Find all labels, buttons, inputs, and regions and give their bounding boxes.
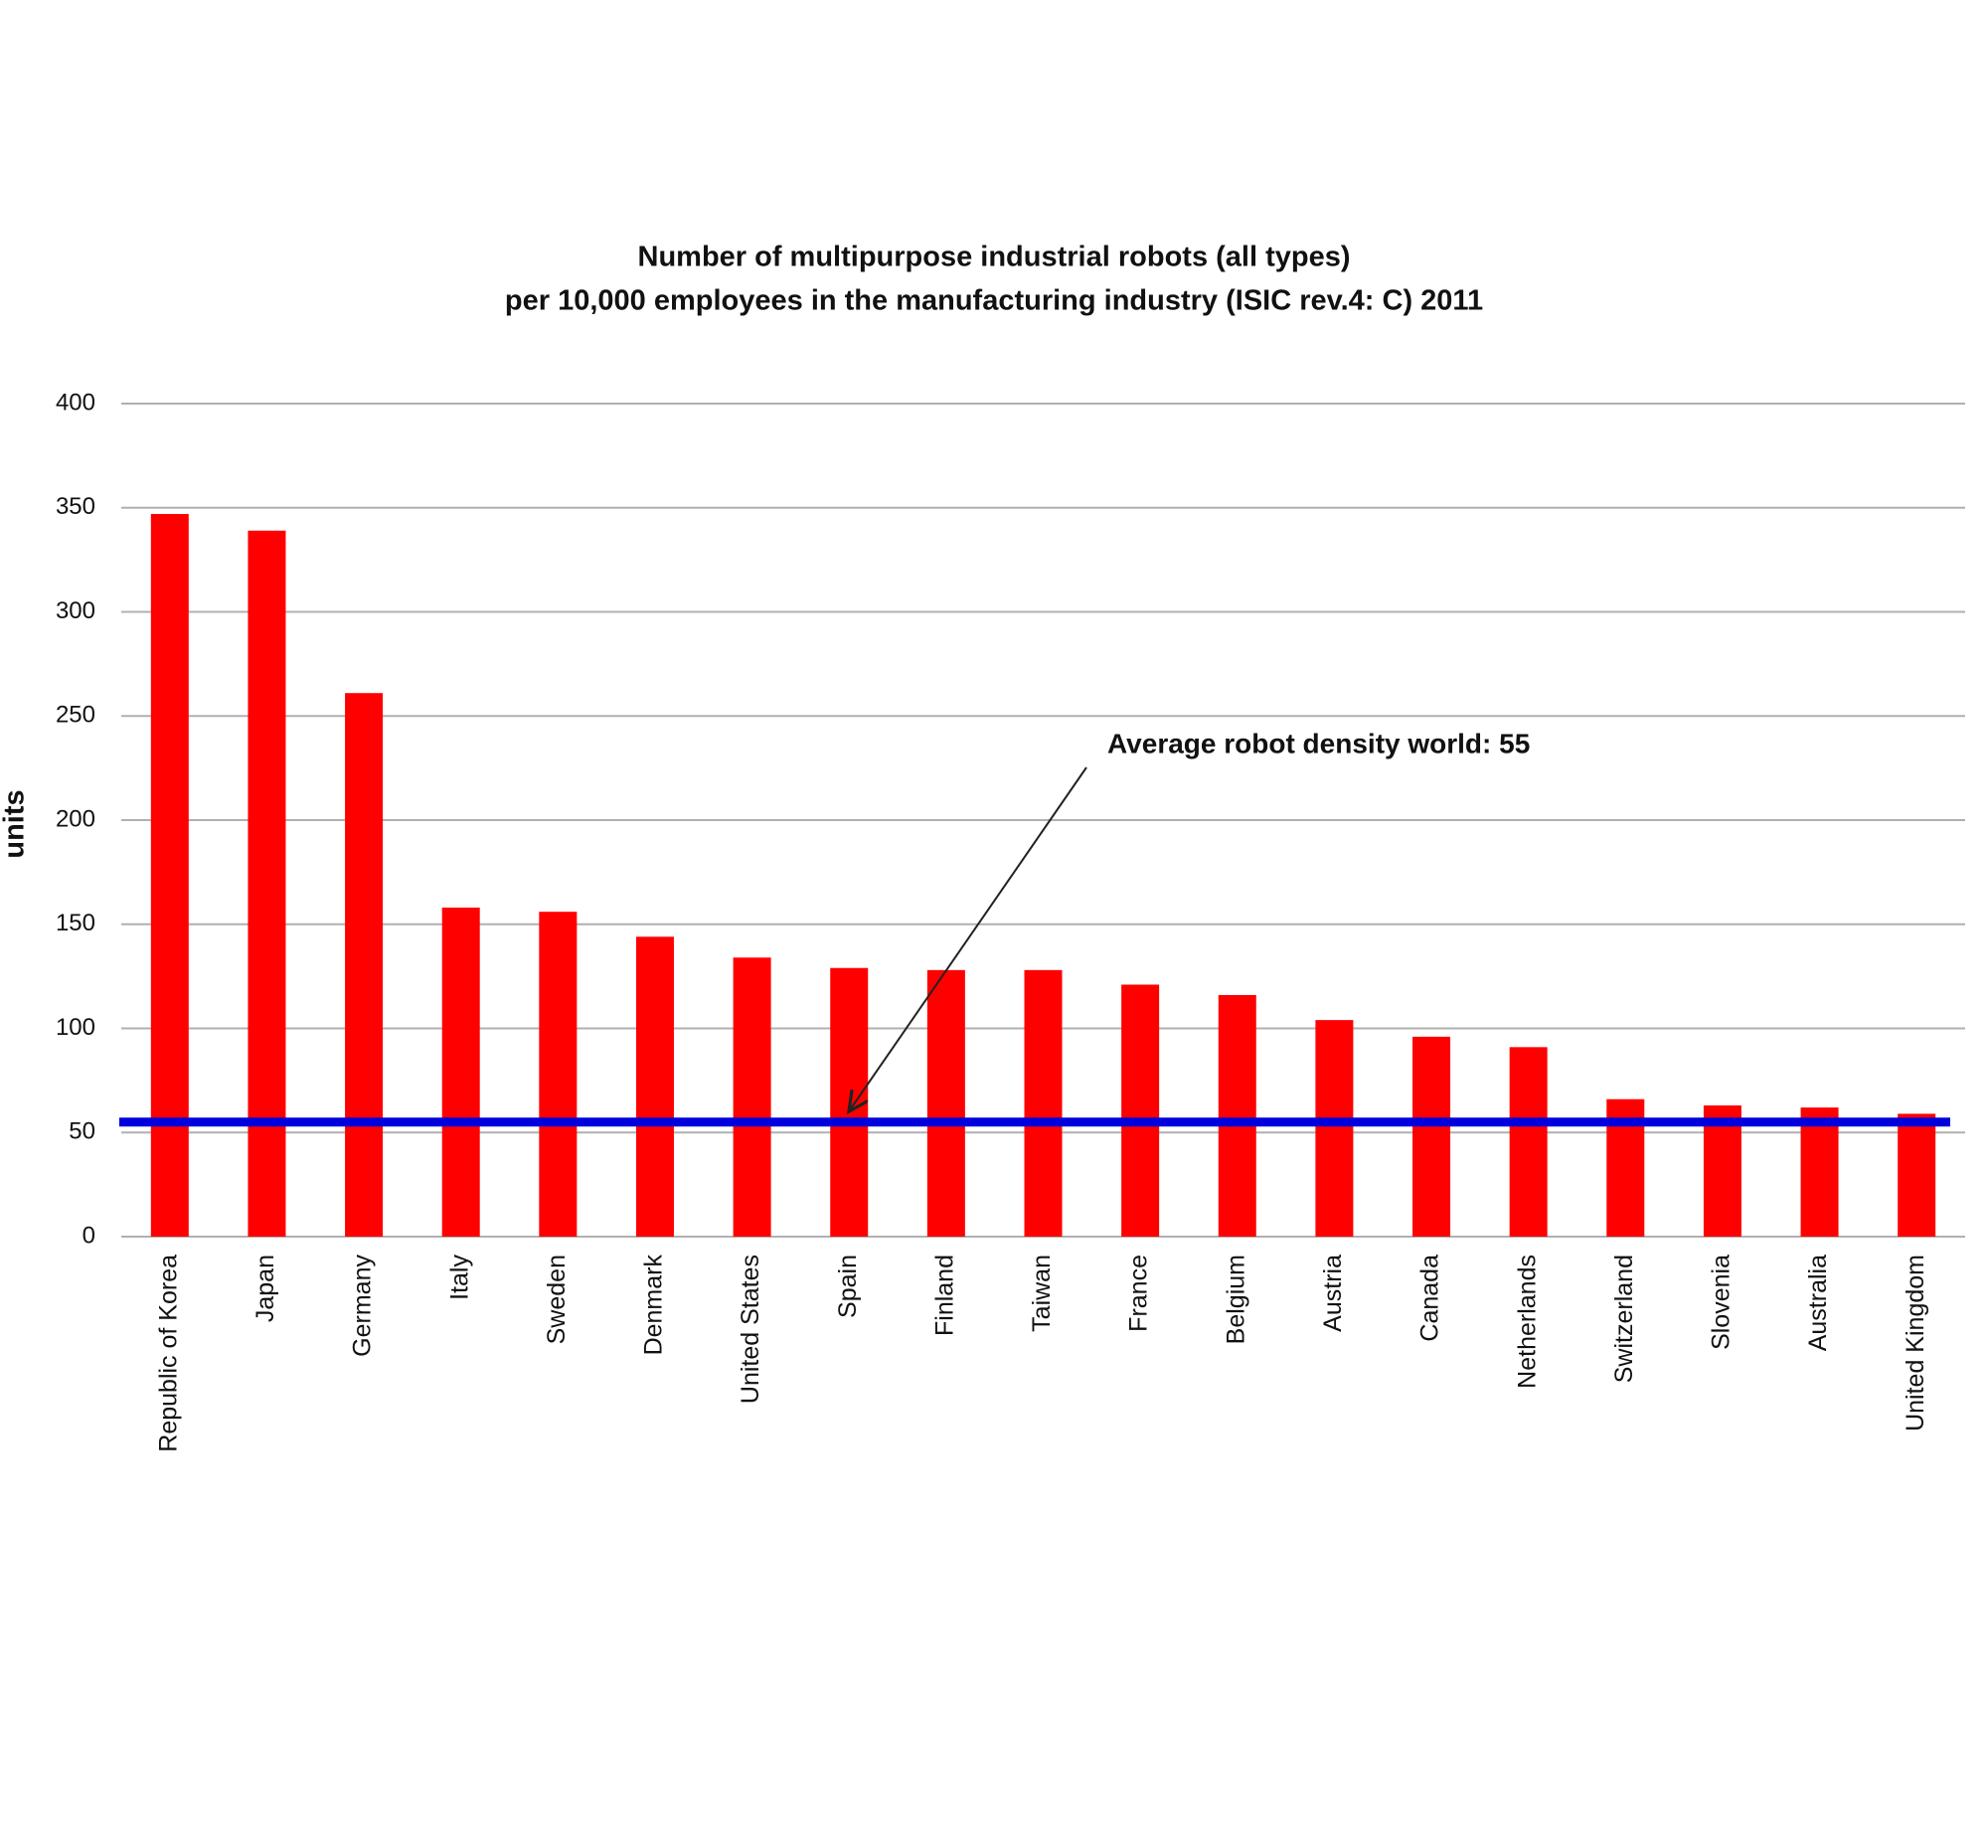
y-tick-label: 0 (83, 1222, 95, 1249)
x-tick-label: Austria (1319, 1255, 1347, 1332)
x-tick-label: Canada (1416, 1255, 1444, 1342)
bar (248, 530, 286, 1237)
x-tick-label: Spain (834, 1255, 862, 1318)
bar (733, 957, 771, 1237)
y-tick-label: 350 (56, 493, 95, 520)
x-tick-label: Japan (251, 1255, 279, 1322)
x-tick-label: Republic of Korea (154, 1255, 182, 1452)
bar (1315, 1020, 1354, 1237)
y-tick-label: 50 (69, 1118, 95, 1145)
x-tick-label: Slovenia (1708, 1255, 1736, 1350)
annotation-arrow (849, 766, 1087, 1111)
y-axis-label: units (0, 789, 31, 858)
x-tick-label: Italy (445, 1255, 473, 1300)
y-tick-label: 400 (56, 389, 95, 416)
bar (345, 693, 384, 1237)
bar (539, 912, 578, 1237)
x-tick-label: Germany (349, 1255, 377, 1357)
x-tick-label: Belgium (1222, 1255, 1249, 1344)
bar (441, 907, 480, 1237)
bar (1800, 1107, 1839, 1237)
bar (1024, 969, 1063, 1237)
bar (1121, 984, 1160, 1237)
x-tick-label: Switzerland (1610, 1255, 1638, 1383)
y-tick-label: 100 (56, 1014, 95, 1041)
x-tick-label: France (1125, 1255, 1153, 1332)
bar (635, 936, 674, 1237)
y-tick-label: 200 (56, 805, 95, 832)
bar (1703, 1105, 1741, 1237)
y-tick-label: 250 (56, 702, 95, 729)
x-tick-label: Netherlands (1513, 1255, 1541, 1389)
x-tick-label: Denmark (640, 1255, 668, 1356)
annotation: Average robot density world: 55 (1107, 728, 1530, 758)
chart-subtitle: per 10,000 employees in the manufacturin… (505, 285, 1483, 317)
bar (830, 967, 869, 1237)
bar (1509, 1047, 1548, 1237)
chart-title: Number of multipurpose industrial robots… (638, 242, 1351, 273)
x-tick-label: Sweden (543, 1255, 571, 1344)
x-tick-label: Finland (930, 1255, 958, 1336)
bar (150, 514, 189, 1237)
bar (1218, 994, 1256, 1237)
y-tick-label: 300 (56, 597, 95, 624)
x-tick-label: Taiwan (1028, 1255, 1056, 1332)
y-tick-label: 150 (56, 910, 95, 936)
x-tick-label: Australia (1804, 1255, 1832, 1351)
bar (1898, 1113, 1936, 1237)
bar (926, 969, 965, 1237)
x-tick-label: United States (737, 1255, 764, 1404)
x-tick-label: United Kingdom (1902, 1255, 1929, 1431)
bar (1412, 1036, 1451, 1237)
